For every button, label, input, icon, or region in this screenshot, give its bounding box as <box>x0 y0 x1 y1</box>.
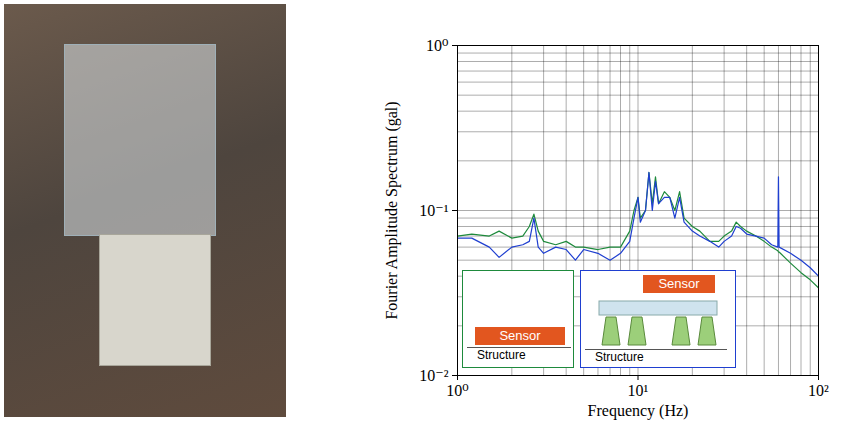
svg-text:10⁻²: 10⁻² <box>419 367 448 384</box>
svg-text:10⁻¹: 10⁻¹ <box>419 202 448 219</box>
svg-text:10⁰: 10⁰ <box>446 382 468 399</box>
html-text:Sensor: Sensor <box>499 328 541 343</box>
svg-text:Fourier Amplitude Spectrum (ga: Fourier Amplitude Spectrum (gal) <box>383 101 401 319</box>
html-text:Structure: Structure <box>477 348 526 362</box>
svg-text:10¹: 10¹ <box>628 382 649 399</box>
svg-text:10⁰: 10⁰ <box>426 37 448 54</box>
svg-text:Frequency (Hz): Frequency (Hz) <box>588 402 689 420</box>
html-text:Sensor: Sensor <box>658 276 700 291</box>
svg-text:10²: 10² <box>808 382 829 399</box>
html-text:Structure: Structure <box>595 350 644 364</box>
